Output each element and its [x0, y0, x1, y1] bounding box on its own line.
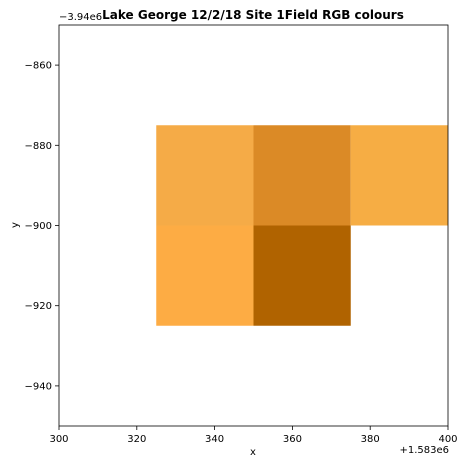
x-tick-label: 320: [127, 434, 146, 445]
x-tick-label: 380: [361, 434, 380, 445]
x-tick-label: 340: [205, 434, 224, 445]
chart-title: Lake George 12/2/18 Site 1Field RGB colo…: [102, 8, 404, 22]
heatmap-cells: [156, 125, 448, 326]
heatmap-cell-0: [156, 125, 254, 226]
x-axis-ticks: 300 320 340 360 380 400: [49, 426, 458, 445]
heatmap-cell-4: [253, 225, 351, 326]
heatmap-cell-3: [156, 225, 254, 326]
y-offset-label: −3.94e6: [59, 12, 102, 23]
x-tick-label: 300: [49, 434, 68, 445]
y-tick-label: −940: [25, 381, 52, 392]
y-tick-label: −860: [25, 61, 52, 72]
y-tick-label: −920: [25, 301, 52, 312]
heatmap-cell-1: [253, 125, 351, 226]
y-axis-ticks: −860 −880 −900 −920 −940: [25, 61, 59, 392]
y-axis-label: y: [10, 222, 21, 228]
y-tick-label: −880: [25, 141, 52, 152]
x-tick-label: 400: [438, 434, 457, 445]
x-axis-label: x: [250, 447, 256, 458]
heatmap-cell-2: [350, 125, 448, 226]
y-tick-label: −900: [25, 221, 52, 232]
x-tick-label: 360: [283, 434, 302, 445]
x-offset-label: +1.583e6: [399, 445, 449, 456]
